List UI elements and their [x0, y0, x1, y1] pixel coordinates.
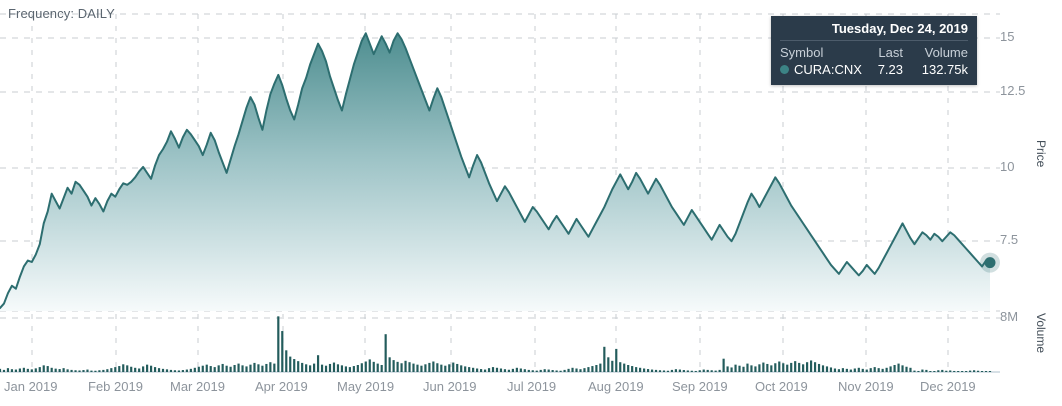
price-area-fill: [0, 33, 990, 312]
price-tick-label: 12.5: [1000, 83, 1026, 98]
month-tick-label: Mar 2019: [170, 379, 225, 394]
month-tick-label: May 2019: [337, 379, 395, 394]
month-tick-label: Jan 2019: [4, 379, 58, 394]
month-tick-label: Oct 2019: [755, 379, 808, 394]
price-line: [0, 32, 991, 310]
tooltip-col-last: Last: [878, 45, 903, 60]
price-tick-label: 15: [1000, 29, 1015, 44]
series-color-dot-icon: [780, 65, 789, 74]
month-tick-label: Sep 2019: [672, 379, 728, 394]
month-tick-label: Apr 2019: [255, 379, 308, 394]
tooltip-col-volume: Volume: [924, 45, 968, 60]
month-tick-label: Jul 2019: [507, 379, 557, 394]
month-tick-label: Feb 2019: [88, 379, 143, 394]
month-tick-label: Nov 2019: [838, 379, 894, 394]
volume-bars: [0, 316, 992, 372]
price-tick-label: 7.5: [1000, 232, 1019, 247]
tooltip-data-row: CURA:CNX 7.23 132.75k: [780, 61, 968, 78]
volume-axis-title: Volume: [1034, 313, 1048, 354]
tooltip-header-row: Symbol Last Volume: [780, 44, 968, 61]
tooltip-symbol-cell: CURA:CNX: [780, 61, 863, 78]
month-tick-label: Dec 2019: [920, 379, 976, 394]
tooltip-symbol-text: CURA:CNX: [794, 62, 862, 77]
price-tick-label: 10: [1000, 159, 1015, 174]
tooltip-date: Tuesday, Dec 24, 2019: [780, 21, 968, 41]
price-axis-title: Price: [1034, 140, 1048, 168]
month-tick-label: Jun 2019: [423, 379, 477, 394]
volume-tick-label: 8M: [1000, 309, 1019, 324]
tooltip-volume-value: 132.75k: [921, 62, 968, 77]
frequency-label: Frequency: DAILY: [8, 6, 115, 21]
last-price-marker: [980, 252, 1000, 273]
tooltip-col-symbol: Symbol: [780, 45, 824, 60]
tooltip-last-value: 7.23: [877, 62, 903, 77]
month-tick-label: Aug 2019: [588, 379, 644, 394]
series-tooltip: Tuesday, Dec 24, 2019 Symbol Last Volume…: [771, 16, 977, 85]
